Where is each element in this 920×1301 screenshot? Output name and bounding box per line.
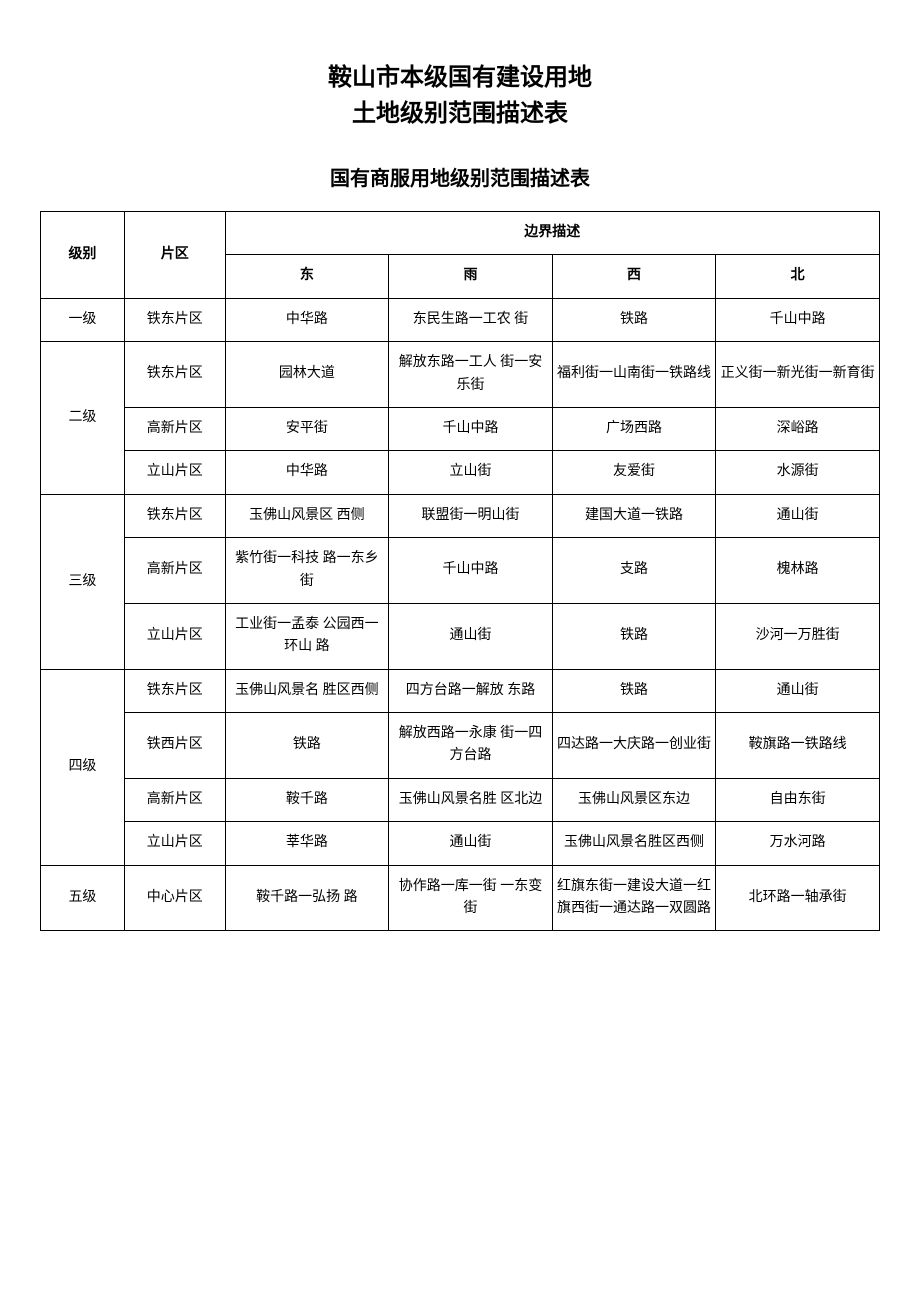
cell-south: 协作路一库一街 一东变街 bbox=[389, 865, 553, 931]
cell-east: 鞍千路一弘扬 路 bbox=[225, 865, 389, 931]
cell-area: 立山片区 bbox=[124, 451, 225, 494]
table-row: 三级铁东片区玉佛山风景区 西侧联盟街一明山街建国大道一铁路通山街 bbox=[41, 494, 880, 537]
cell-south: 解放东路一工人 街一安乐街 bbox=[389, 342, 553, 408]
cell-west: 广场西路 bbox=[552, 407, 716, 450]
cell-south: 玉佛山风景名胜 区北边 bbox=[389, 778, 553, 821]
header-area: 片区 bbox=[124, 212, 225, 299]
cell-east: 安平街 bbox=[225, 407, 389, 450]
cell-east: 玉佛山风景区 西侧 bbox=[225, 494, 389, 537]
cell-east: 紫竹街一科技 路一东乡街 bbox=[225, 538, 389, 604]
cell-west: 铁路 bbox=[552, 603, 716, 669]
cell-south: 东民生路一工农 街 bbox=[389, 298, 553, 341]
cell-level: 二级 bbox=[41, 342, 125, 495]
cell-east: 园林大道 bbox=[225, 342, 389, 408]
cell-west: 建国大道一铁路 bbox=[552, 494, 716, 537]
header-west: 西 bbox=[552, 255, 716, 298]
cell-area: 高新片区 bbox=[124, 538, 225, 604]
table-row: 立山片区工业街一孟泰 公园西一环山 路通山街铁路沙河一万胜街 bbox=[41, 603, 880, 669]
table-row: 高新片区安平街千山中路广场西路深峪路 bbox=[41, 407, 880, 450]
cell-north: 北环路一轴承街 bbox=[716, 865, 880, 931]
table-subtitle: 国有商服用地级别范围描述表 bbox=[40, 162, 880, 191]
cell-west: 友爱街 bbox=[552, 451, 716, 494]
cell-west: 支路 bbox=[552, 538, 716, 604]
cell-north: 通山街 bbox=[716, 494, 880, 537]
cell-area: 立山片区 bbox=[124, 603, 225, 669]
cell-south: 四方台路一解放 东路 bbox=[389, 669, 553, 712]
table-row: 高新片区鞍千路玉佛山风景名胜 区北边玉佛山风景区东边自由东街 bbox=[41, 778, 880, 821]
cell-east: 中华路 bbox=[225, 451, 389, 494]
cell-north: 万水河路 bbox=[716, 822, 880, 865]
cell-west: 铁路 bbox=[552, 669, 716, 712]
cell-north: 鞍旗路一铁路线 bbox=[716, 713, 880, 779]
header-boundary: 边界描述 bbox=[225, 212, 879, 255]
cell-area: 立山片区 bbox=[124, 822, 225, 865]
cell-east: 莘华路 bbox=[225, 822, 389, 865]
cell-north: 正义街一新光街一新育街 bbox=[716, 342, 880, 408]
title-line-2: 土地级别范围描述表 bbox=[40, 96, 880, 132]
cell-level: 四级 bbox=[41, 669, 125, 865]
title-line-1: 鞍山市本级国有建设用地 bbox=[40, 60, 880, 96]
cell-area: 中心片区 bbox=[124, 865, 225, 931]
header-level: 级别 bbox=[41, 212, 125, 299]
header-north: 北 bbox=[716, 255, 880, 298]
cell-east: 中华路 bbox=[225, 298, 389, 341]
cell-east: 铁路 bbox=[225, 713, 389, 779]
table-row: 立山片区莘华路通山街玉佛山风景名胜区西侧万水河路 bbox=[41, 822, 880, 865]
cell-east: 工业街一孟泰 公园西一环山 路 bbox=[225, 603, 389, 669]
cell-west: 铁路 bbox=[552, 298, 716, 341]
table-row: 五级中心片区鞍千路一弘扬 路协作路一库一街 一东变街红旗东街一建设大道一红旗西街… bbox=[41, 865, 880, 931]
cell-south: 千山中路 bbox=[389, 538, 553, 604]
table-header-row-1: 级别 片区 边界描述 bbox=[41, 212, 880, 255]
cell-area: 铁东片区 bbox=[124, 669, 225, 712]
cell-north: 千山中路 bbox=[716, 298, 880, 341]
cell-area: 高新片区 bbox=[124, 407, 225, 450]
land-grade-table: 级别 片区 边界描述 东 雨 西 北 一级铁东片区中华路东民生路一工农 街铁路千… bbox=[40, 211, 880, 931]
cell-north: 水源街 bbox=[716, 451, 880, 494]
cell-east: 鞍千路 bbox=[225, 778, 389, 821]
table-row: 铁西片区铁路解放西路一永康 街一四方台路四达路一大庆路一创业街鞍旗路一铁路线 bbox=[41, 713, 880, 779]
cell-level: 三级 bbox=[41, 494, 125, 669]
cell-south: 千山中路 bbox=[389, 407, 553, 450]
cell-west: 玉佛山风景名胜区西侧 bbox=[552, 822, 716, 865]
cell-north: 沙河一万胜街 bbox=[716, 603, 880, 669]
cell-north: 自由东街 bbox=[716, 778, 880, 821]
cell-west: 玉佛山风景区东边 bbox=[552, 778, 716, 821]
document-title: 鞍山市本级国有建设用地 土地级别范围描述表 bbox=[40, 60, 880, 132]
cell-north: 深峪路 bbox=[716, 407, 880, 450]
cell-level: 五级 bbox=[41, 865, 125, 931]
cell-south: 通山街 bbox=[389, 822, 553, 865]
cell-south: 立山街 bbox=[389, 451, 553, 494]
cell-area: 铁东片区 bbox=[124, 342, 225, 408]
cell-west: 四达路一大庆路一创业街 bbox=[552, 713, 716, 779]
cell-area: 铁东片区 bbox=[124, 298, 225, 341]
cell-level: 一级 bbox=[41, 298, 125, 341]
header-south: 雨 bbox=[389, 255, 553, 298]
table-row: 二级铁东片区园林大道解放东路一工人 街一安乐街福利街一山南街一铁路线正义街一新光… bbox=[41, 342, 880, 408]
table-row: 高新片区紫竹街一科技 路一东乡街千山中路支路槐林路 bbox=[41, 538, 880, 604]
cell-area: 高新片区 bbox=[124, 778, 225, 821]
cell-south: 解放西路一永康 街一四方台路 bbox=[389, 713, 553, 779]
cell-west: 福利街一山南街一铁路线 bbox=[552, 342, 716, 408]
cell-area: 铁西片区 bbox=[124, 713, 225, 779]
cell-north: 通山街 bbox=[716, 669, 880, 712]
table-row: 四级铁东片区玉佛山风景名 胜区西侧四方台路一解放 东路铁路通山街 bbox=[41, 669, 880, 712]
cell-west: 红旗东街一建设大道一红旗西街一通达路一双圆路 bbox=[552, 865, 716, 931]
cell-south: 通山街 bbox=[389, 603, 553, 669]
header-east: 东 bbox=[225, 255, 389, 298]
cell-east: 玉佛山风景名 胜区西侧 bbox=[225, 669, 389, 712]
cell-south: 联盟街一明山街 bbox=[389, 494, 553, 537]
cell-area: 铁东片区 bbox=[124, 494, 225, 537]
cell-north: 槐林路 bbox=[716, 538, 880, 604]
table-row: 立山片区中华路立山街友爱街水源街 bbox=[41, 451, 880, 494]
table-row: 一级铁东片区中华路东民生路一工农 街铁路千山中路 bbox=[41, 298, 880, 341]
